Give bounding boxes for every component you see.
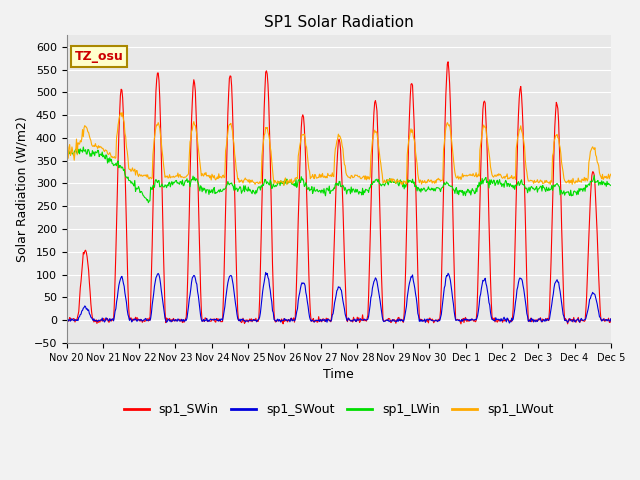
sp1_SWin	[405, 134, 413, 140]
sp1_LWin	[79, 144, 87, 150]
Line: sp1_SWout: sp1_SWout	[67, 273, 611, 323]
sp1_SWin	[212, 315, 220, 321]
sp1_SWout	[184, 309, 191, 315]
X-axis label: Time: Time	[323, 368, 354, 381]
sp1_LWout	[422, 179, 430, 185]
sp1_SWout	[607, 316, 614, 322]
sp1_SWin	[444, 59, 452, 65]
sp1_LWin	[145, 200, 152, 205]
sp1_LWin	[129, 181, 137, 187]
sp1_SWout	[73, 318, 81, 324]
sp1_LWout	[406, 129, 414, 135]
Line: sp1_LWin: sp1_LWin	[67, 147, 611, 203]
sp1_LWout	[73, 136, 81, 142]
sp1_LWout	[213, 174, 221, 180]
Line: sp1_SWin: sp1_SWin	[67, 62, 611, 324]
sp1_SWin	[420, 317, 428, 323]
sp1_SWout	[129, 318, 136, 324]
sp1_LWin	[63, 149, 70, 155]
Y-axis label: Solar Radiation (W/m2): Solar Radiation (W/m2)	[15, 116, 28, 262]
sp1_SWin	[129, 316, 136, 322]
sp1_LWout	[607, 171, 614, 177]
sp1_SWin	[63, 318, 70, 324]
Text: TZ_osu: TZ_osu	[75, 50, 124, 63]
sp1_SWin	[73, 317, 81, 323]
sp1_LWin	[406, 178, 414, 183]
sp1_LWin	[214, 189, 222, 194]
sp1_SWout	[262, 270, 269, 276]
Title: SP1 Solar Radiation: SP1 Solar Radiation	[264, 15, 413, 30]
sp1_SWout	[212, 316, 220, 322]
sp1_LWout	[280, 182, 288, 188]
sp1_SWout	[506, 320, 513, 326]
sp1_LWout	[185, 171, 193, 177]
sp1_LWin	[422, 188, 430, 194]
sp1_LWin	[73, 149, 81, 155]
sp1_SWin	[457, 321, 465, 327]
sp1_SWout	[422, 320, 429, 325]
sp1_LWout	[129, 168, 137, 174]
sp1_SWin	[184, 274, 191, 279]
sp1_LWout	[117, 110, 125, 116]
sp1_SWout	[63, 318, 70, 324]
sp1_LWin	[186, 178, 193, 184]
Legend: sp1_SWin, sp1_SWout, sp1_LWin, sp1_LWout: sp1_SWin, sp1_SWout, sp1_LWin, sp1_LWout	[118, 398, 559, 421]
sp1_LWout	[63, 144, 70, 150]
sp1_SWout	[406, 280, 413, 286]
sp1_LWin	[607, 182, 614, 188]
Line: sp1_LWout: sp1_LWout	[67, 113, 611, 185]
sp1_SWin	[607, 316, 614, 322]
